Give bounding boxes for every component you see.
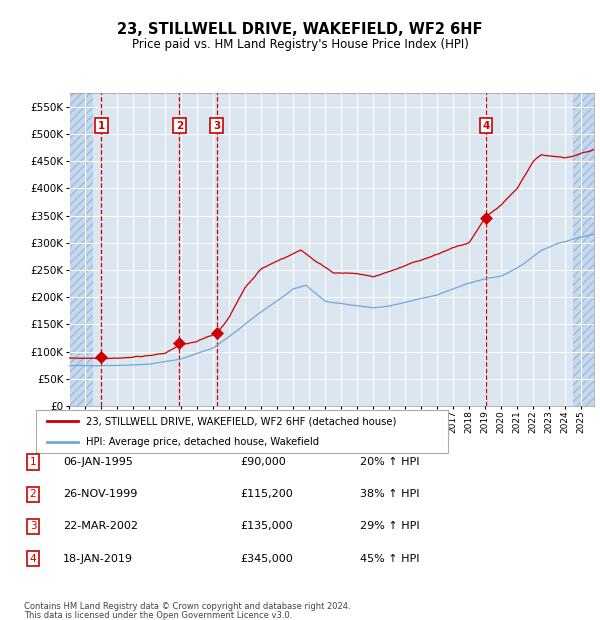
Text: 2: 2: [29, 489, 37, 499]
Text: 23, STILLWELL DRIVE, WAKEFIELD, WF2 6HF (detached house): 23, STILLWELL DRIVE, WAKEFIELD, WF2 6HF …: [86, 416, 397, 427]
Text: Contains HM Land Registry data © Crown copyright and database right 2024.: Contains HM Land Registry data © Crown c…: [24, 602, 350, 611]
Text: 1: 1: [29, 457, 37, 467]
Text: 06-JAN-1995: 06-JAN-1995: [63, 457, 133, 467]
Text: Price paid vs. HM Land Registry's House Price Index (HPI): Price paid vs. HM Land Registry's House …: [131, 38, 469, 51]
Text: 20% ↑ HPI: 20% ↑ HPI: [360, 457, 419, 467]
Text: £345,000: £345,000: [240, 554, 293, 564]
Text: 18-JAN-2019: 18-JAN-2019: [63, 554, 133, 564]
Text: 4: 4: [29, 554, 37, 564]
Text: £115,200: £115,200: [240, 489, 293, 499]
Text: 1: 1: [98, 121, 105, 131]
Text: 45% ↑ HPI: 45% ↑ HPI: [360, 554, 419, 564]
Text: £90,000: £90,000: [240, 457, 286, 467]
Text: 3: 3: [213, 121, 220, 131]
Text: HPI: Average price, detached house, Wakefield: HPI: Average price, detached house, Wake…: [86, 436, 319, 447]
Text: 3: 3: [29, 521, 37, 531]
Text: 29% ↑ HPI: 29% ↑ HPI: [360, 521, 419, 531]
Bar: [69, 93, 93, 406]
Text: 2: 2: [176, 121, 183, 131]
Text: 26-NOV-1999: 26-NOV-1999: [63, 489, 137, 499]
Text: 38% ↑ HPI: 38% ↑ HPI: [360, 489, 419, 499]
Text: 22-MAR-2002: 22-MAR-2002: [63, 521, 138, 531]
Text: This data is licensed under the Open Government Licence v3.0.: This data is licensed under the Open Gov…: [24, 611, 292, 619]
Text: £135,000: £135,000: [240, 521, 293, 531]
Text: 4: 4: [482, 121, 490, 131]
Bar: [573, 93, 594, 406]
FancyBboxPatch shape: [36, 410, 448, 453]
Text: 23, STILLWELL DRIVE, WAKEFIELD, WF2 6HF: 23, STILLWELL DRIVE, WAKEFIELD, WF2 6HF: [117, 22, 483, 37]
